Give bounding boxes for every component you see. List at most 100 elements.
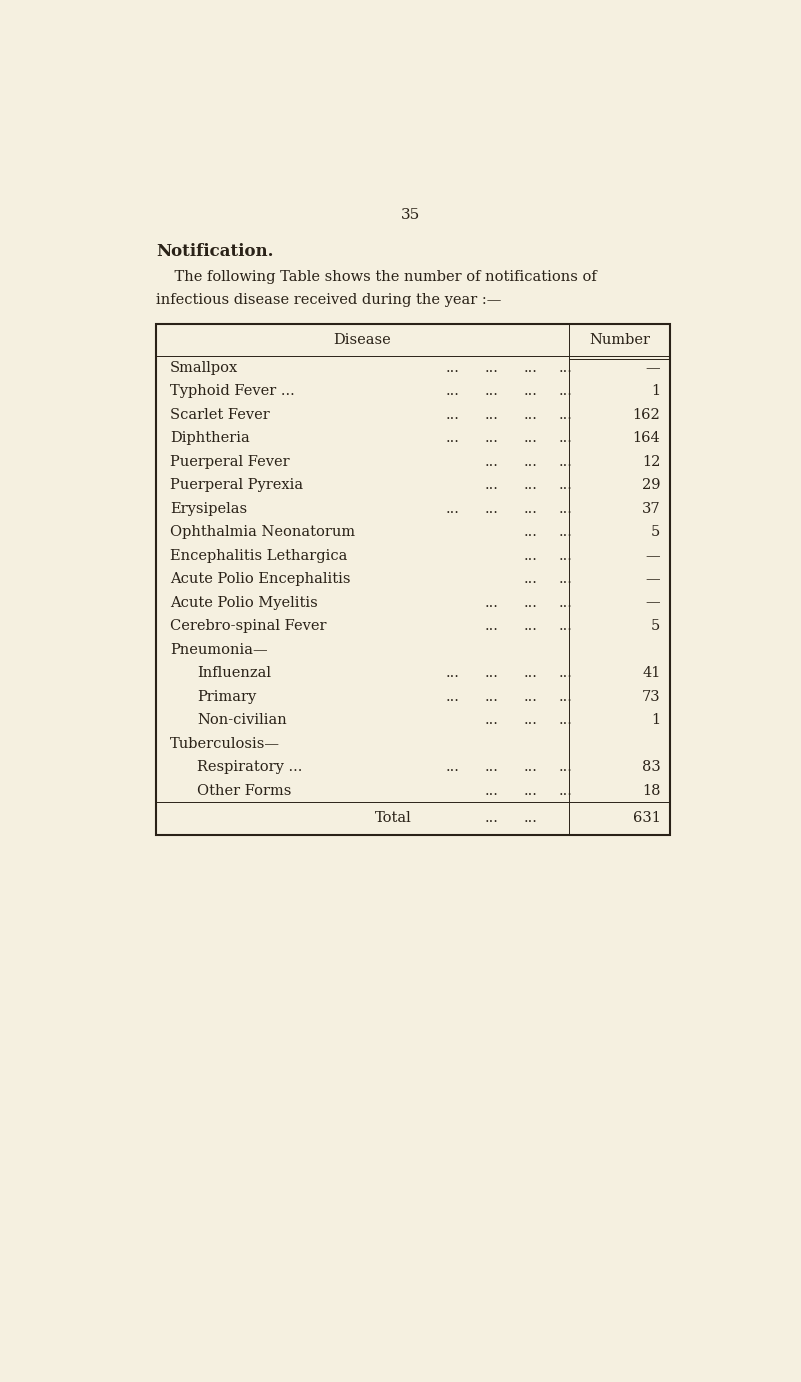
Text: ...: ... [446, 690, 460, 703]
Text: Acute Polio Encephalitis: Acute Polio Encephalitis [170, 572, 350, 586]
Text: ...: ... [523, 760, 537, 774]
Text: Non-civilian: Non-civilian [197, 713, 287, 727]
Text: —: — [646, 572, 661, 586]
Text: 1: 1 [651, 384, 661, 398]
Text: Tuberculosis—: Tuberculosis— [170, 737, 280, 750]
Text: The following Table shows the number of notifications of: The following Table shows the number of … [156, 269, 597, 283]
Text: ...: ... [446, 384, 460, 398]
Text: 41: 41 [642, 666, 661, 680]
Text: ...: ... [523, 502, 537, 515]
Text: 35: 35 [400, 209, 421, 223]
Text: ...: ... [523, 361, 537, 375]
Bar [156, 323, 670, 835]
Text: ...: ... [558, 784, 572, 797]
Text: ...: ... [523, 525, 537, 539]
Text: ...: ... [558, 572, 572, 586]
Text: ...: ... [558, 525, 572, 539]
Text: Respiratory ...: Respiratory ... [197, 760, 302, 774]
Text: ...: ... [558, 455, 572, 468]
Text: Notification.: Notification. [156, 243, 273, 260]
Text: ...: ... [485, 384, 498, 398]
Text: ...: ... [485, 760, 498, 774]
Text: Encephalitis Lethargica: Encephalitis Lethargica [170, 549, 348, 562]
Text: Smallpox: Smallpox [170, 361, 238, 375]
Text: ...: ... [485, 408, 498, 422]
Text: 164: 164 [633, 431, 661, 445]
Text: Erysipelas: Erysipelas [170, 502, 247, 515]
Text: —: — [646, 549, 661, 562]
Text: ...: ... [558, 502, 572, 515]
Text: ...: ... [446, 408, 460, 422]
Text: ...: ... [523, 455, 537, 468]
Text: Other Forms: Other Forms [197, 784, 292, 797]
Text: ...: ... [485, 811, 498, 825]
Text: Acute Polio Myelitis: Acute Polio Myelitis [170, 596, 318, 609]
Text: 5: 5 [651, 525, 661, 539]
Text: 73: 73 [642, 690, 661, 703]
Text: ...: ... [558, 361, 572, 375]
Text: 631: 631 [633, 811, 661, 825]
Text: —: — [646, 361, 661, 375]
Text: ...: ... [523, 690, 537, 703]
Text: ...: ... [523, 572, 537, 586]
Text: ...: ... [446, 431, 460, 445]
Text: ...: ... [523, 384, 537, 398]
Text: ...: ... [523, 784, 537, 797]
Text: ...: ... [523, 619, 537, 633]
Text: 5: 5 [651, 619, 661, 633]
Text: ...: ... [523, 431, 537, 445]
Text: 1: 1 [651, 713, 661, 727]
Text: Scarlet Fever: Scarlet Fever [170, 408, 270, 422]
Text: ...: ... [523, 549, 537, 562]
Text: ...: ... [558, 619, 572, 633]
Text: ...: ... [485, 361, 498, 375]
Text: Ophthalmia Neonatorum: Ophthalmia Neonatorum [170, 525, 355, 539]
Text: ...: ... [446, 361, 460, 375]
Text: ...: ... [558, 478, 572, 492]
Text: ...: ... [558, 596, 572, 609]
Text: ...: ... [523, 596, 537, 609]
Text: ...: ... [485, 666, 498, 680]
Text: Typhoid Fever ...: Typhoid Fever ... [170, 384, 295, 398]
Text: ...: ... [485, 455, 498, 468]
Text: ...: ... [558, 549, 572, 562]
Text: ...: ... [558, 408, 572, 422]
Text: ...: ... [485, 690, 498, 703]
Text: infectious disease received during the year :—: infectious disease received during the y… [156, 293, 501, 307]
Text: Pneumonia—: Pneumonia— [170, 643, 268, 656]
Text: ...: ... [485, 596, 498, 609]
Text: ...: ... [558, 384, 572, 398]
Text: Puerperal Fever: Puerperal Fever [170, 455, 289, 468]
Text: ...: ... [558, 760, 572, 774]
Text: Disease: Disease [333, 333, 392, 347]
Text: ...: ... [558, 431, 572, 445]
Text: ...: ... [446, 666, 460, 680]
Text: 83: 83 [642, 760, 661, 774]
Text: ...: ... [558, 713, 572, 727]
Text: 18: 18 [642, 784, 661, 797]
Text: ...: ... [523, 408, 537, 422]
Text: Puerperal Pyrexia: Puerperal Pyrexia [170, 478, 303, 492]
Text: ...: ... [485, 502, 498, 515]
Text: Influenzal: Influenzal [197, 666, 271, 680]
Text: —: — [646, 596, 661, 609]
Text: Number: Number [589, 333, 650, 347]
Text: Primary: Primary [197, 690, 256, 703]
Text: ...: ... [523, 713, 537, 727]
Text: ...: ... [446, 760, 460, 774]
Text: ...: ... [523, 478, 537, 492]
Text: ...: ... [523, 811, 537, 825]
Text: Cerebro-spinal Fever: Cerebro-spinal Fever [170, 619, 326, 633]
Text: ...: ... [485, 784, 498, 797]
Text: Total: Total [375, 811, 412, 825]
Text: ...: ... [485, 713, 498, 727]
Text: 37: 37 [642, 502, 661, 515]
Text: ...: ... [485, 431, 498, 445]
Text: ...: ... [523, 666, 537, 680]
Text: ...: ... [558, 666, 572, 680]
Text: 12: 12 [642, 455, 661, 468]
Text: 29: 29 [642, 478, 661, 492]
Text: ...: ... [558, 690, 572, 703]
Text: Diphtheria: Diphtheria [170, 431, 250, 445]
Text: ...: ... [485, 619, 498, 633]
